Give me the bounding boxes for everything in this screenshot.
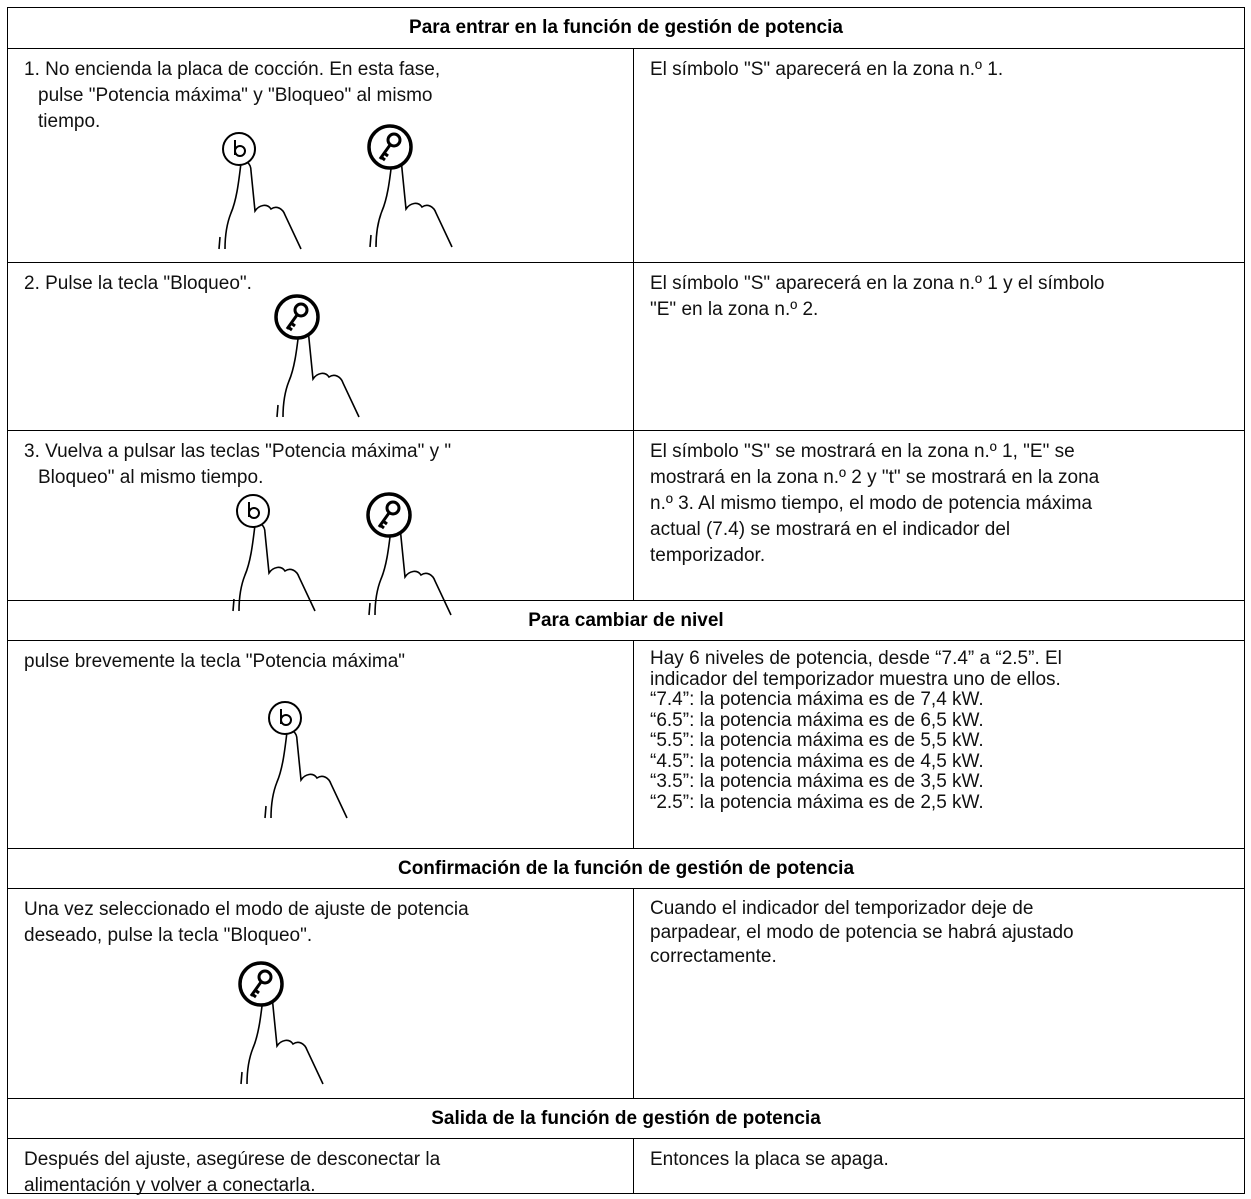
text-line: “5.5”: la potencia máxima es de 5,5 kW. [650,730,984,751]
text-line: n.º 3. Al mismo tiempo, el modo de poten… [650,493,1093,514]
text-line: 3. Vuelva a pulsar las teclas "Potencia … [24,441,452,462]
text-line: “3.5”: la potencia máxima es de 3,5 kW. [650,771,984,792]
text-line: Bloqueo" al mismo tiempo. [38,467,264,488]
text-line: indicador del temporizador muestra uno d… [650,668,1061,690]
hand-icon [368,526,452,616]
lock-key-icon [238,961,284,1007]
text-line: “2.5”: la potencia máxima es de 2,5 kW. [650,791,984,813]
text-line: “7.4”: la potencia máxima es de 7,4 kW. [650,689,984,710]
text-line: 2. Pulse la tecla "Bloqueo". [24,273,252,294]
text-line: temporizador. [650,545,766,566]
hand-icon [369,158,453,248]
text-line: “6.5”: la potencia máxima es de 6,5 kW. [650,709,984,731]
action-cell: 3. Vuelva a pulsar las teclas "Potencia … [7,430,634,601]
result-cell: Entonces la placa se apaga. [633,1138,1245,1194]
text-line: pulse brevemente la tecla "Potencia máxi… [24,651,406,672]
hand-icon [276,328,360,418]
text-line: alimentación y volver a conectarla. [24,1175,316,1196]
hand-icon [232,522,316,612]
result-cell: Hay 6 niveles de potencia, desde “7.4” a… [633,640,1245,849]
power-key-icon [222,132,256,166]
text-line: Una vez seleccionado el modo de ajuste d… [24,899,469,920]
text-line: mostrará en la zona n.º 2 y "t" se mostr… [650,467,1100,488]
lock-key-icon [366,492,412,538]
text-line: Entonces la placa se apaga. [650,1149,889,1170]
power-key-icon [268,701,302,735]
text-line: Hay 6 niveles de potencia, desde “7.4” a… [650,648,1062,669]
text-line: deseado, pulse la tecla "Bloqueo". [24,925,313,946]
power-key-icon [236,494,270,528]
text-line: "E" en la zona n.º 2. [650,299,819,320]
result-cell: Cuando el indicador del temporizador dej… [633,888,1245,1099]
lock-key-icon [274,294,320,340]
text-line: El símbolo "S" aparecerá en la zona n.º … [650,273,1105,294]
action-cell: 1. No encienda la placa de cocción. En e… [7,48,634,263]
result-cell: El símbolo "S" se mostrará en la zona n.… [633,430,1245,601]
lock-key-icon [367,124,413,170]
hand-icon [264,729,348,819]
text-line: Después del ajuste, asegúrese de descone… [24,1149,441,1170]
text-line: parpadear, el modo de potencia se habrá … [650,922,1074,943]
text-line: 1. No encienda la placa de cocción. En e… [24,59,441,80]
hand-icon [218,160,302,250]
text-line: El símbolo "S" aparecerá en la zona n.º … [650,59,1004,80]
text-line: correctamente. [650,946,777,967]
text-line: pulse "Potencia máxima" y "Bloqueo" al m… [38,85,433,106]
text-line: “4.5”: la potencia máxima es de 4,5 kW. [650,750,984,772]
text-line: actual (7.4) se mostrará en el indicador… [650,519,1011,540]
text-line: El símbolo "S" se mostrará en la zona n.… [650,441,1075,462]
hand-icon [240,995,324,1085]
text-line: tiempo. [38,111,101,132]
text-line: Cuando el indicador del temporizador dej… [650,898,1034,919]
action-cell: Después del ajuste, asegúrese de descone… [7,1138,634,1196]
